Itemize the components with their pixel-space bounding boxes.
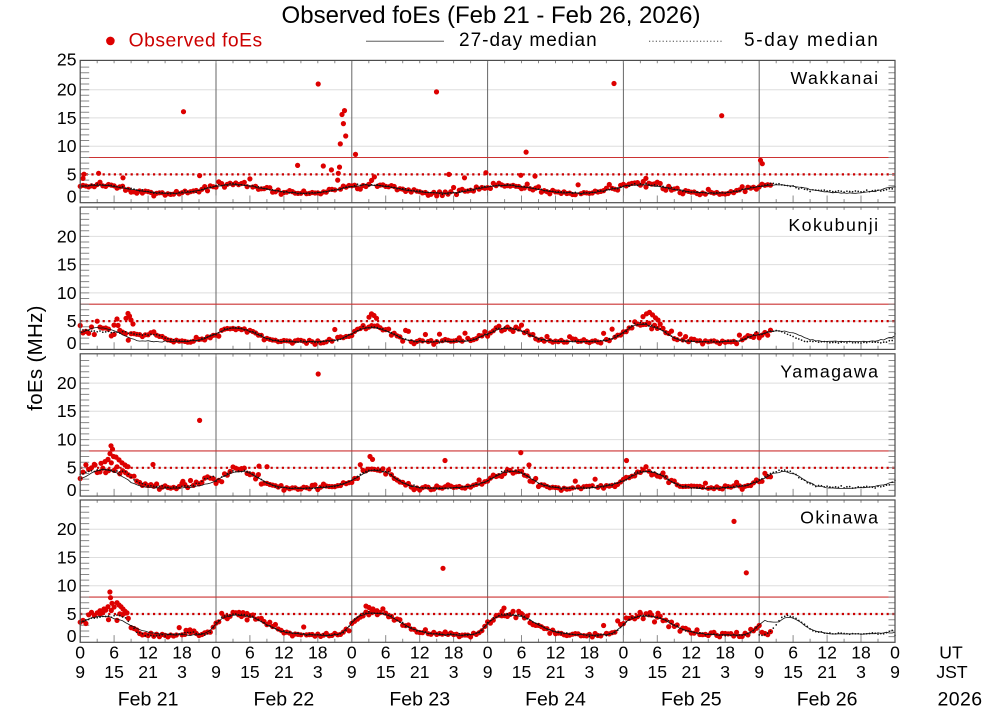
- svg-text:18: 18: [172, 642, 192, 662]
- svg-text:Kokubunji: Kokubunji: [788, 215, 879, 235]
- svg-text:Feb 24: Feb 24: [525, 689, 586, 711]
- svg-text:3: 3: [720, 662, 730, 682]
- svg-text:18: 18: [851, 642, 871, 662]
- svg-text:27-day median: 27-day median: [459, 30, 598, 51]
- svg-text:Okinawa: Okinawa: [800, 508, 879, 528]
- svg-text:Yamagawa: Yamagawa: [780, 362, 879, 382]
- svg-text:10: 10: [57, 136, 77, 156]
- svg-text:UT: UT: [939, 642, 963, 662]
- svg-text:JST: JST: [936, 662, 968, 682]
- svg-text:2026: 2026: [938, 689, 983, 711]
- svg-text:6: 6: [788, 642, 798, 662]
- svg-text:15: 15: [512, 662, 532, 682]
- svg-text:9: 9: [483, 662, 493, 682]
- svg-text:Feb 21: Feb 21: [118, 689, 179, 711]
- svg-text:21: 21: [274, 662, 294, 682]
- svg-text:10: 10: [57, 576, 77, 596]
- svg-text:21: 21: [138, 662, 158, 682]
- svg-text:Observed foEs (Feb 21 - Feb 26: Observed foEs (Feb 21 - Feb 26, 2026): [282, 2, 701, 29]
- svg-text:6: 6: [381, 642, 391, 662]
- svg-text:10: 10: [57, 283, 77, 303]
- svg-text:15: 15: [57, 547, 77, 567]
- svg-text:18: 18: [715, 642, 735, 662]
- svg-text:9: 9: [75, 662, 85, 682]
- svg-text:21: 21: [682, 662, 702, 682]
- svg-text:0: 0: [75, 642, 85, 662]
- svg-text:25: 25: [57, 50, 77, 70]
- svg-text:Feb 25: Feb 25: [661, 689, 722, 711]
- svg-text:6: 6: [245, 642, 255, 662]
- svg-text:Feb 23: Feb 23: [389, 689, 450, 711]
- svg-text:5: 5: [67, 164, 77, 184]
- svg-text:18: 18: [444, 642, 464, 662]
- svg-text:9: 9: [890, 662, 900, 682]
- svg-text:9: 9: [347, 662, 357, 682]
- svg-text:10: 10: [57, 430, 77, 450]
- svg-text:12: 12: [274, 642, 294, 662]
- svg-text:3: 3: [449, 662, 459, 682]
- svg-text:12: 12: [682, 642, 702, 662]
- svg-text:5: 5: [67, 458, 77, 478]
- svg-text:0: 0: [67, 186, 77, 206]
- svg-text:0: 0: [67, 333, 77, 353]
- svg-text:3: 3: [313, 662, 323, 682]
- svg-text:20: 20: [57, 226, 77, 246]
- svg-text:5: 5: [67, 311, 77, 331]
- svg-text:15: 15: [104, 662, 124, 682]
- svg-text:20: 20: [57, 519, 77, 539]
- svg-text:20: 20: [57, 373, 77, 393]
- svg-text:21: 21: [410, 662, 430, 682]
- svg-text:6: 6: [652, 642, 662, 662]
- svg-text:3: 3: [585, 662, 595, 682]
- svg-text:20: 20: [57, 80, 77, 100]
- svg-text:21: 21: [546, 662, 566, 682]
- svg-text:15: 15: [57, 255, 77, 275]
- svg-text:Wakkanai: Wakkanai: [790, 68, 879, 88]
- svg-text:9: 9: [619, 662, 629, 682]
- svg-text:Feb 22: Feb 22: [254, 689, 315, 711]
- svg-text:9: 9: [754, 662, 764, 682]
- svg-text:Observed foEs: Observed foEs: [129, 31, 263, 52]
- svg-text:12: 12: [817, 642, 837, 662]
- svg-text:0: 0: [754, 642, 764, 662]
- svg-text:Feb 26: Feb 26: [797, 689, 858, 711]
- svg-text:0: 0: [619, 642, 629, 662]
- svg-text:15: 15: [57, 108, 77, 128]
- svg-text:foEs (MHz): foEs (MHz): [24, 305, 47, 411]
- svg-text:18: 18: [308, 642, 328, 662]
- svg-text:21: 21: [817, 662, 837, 682]
- svg-text:18: 18: [580, 642, 600, 662]
- svg-text:15: 15: [648, 662, 668, 682]
- svg-text:6: 6: [517, 642, 527, 662]
- svg-text:12: 12: [546, 642, 566, 662]
- svg-text:5-day median: 5-day median: [744, 30, 880, 51]
- svg-text:12: 12: [410, 642, 430, 662]
- svg-text:6: 6: [109, 642, 119, 662]
- svg-text:0: 0: [67, 480, 77, 500]
- svg-text:5: 5: [67, 604, 77, 624]
- svg-text:3: 3: [177, 662, 187, 682]
- svg-text:3: 3: [856, 662, 866, 682]
- svg-text:0: 0: [890, 642, 900, 662]
- svg-text:0: 0: [67, 626, 77, 646]
- svg-text:15: 15: [240, 662, 260, 682]
- svg-text:12: 12: [138, 642, 158, 662]
- svg-text:15: 15: [783, 662, 803, 682]
- svg-text:15: 15: [376, 662, 396, 682]
- svg-text:0: 0: [483, 642, 493, 662]
- svg-text:0: 0: [347, 642, 357, 662]
- svg-text:0: 0: [211, 642, 221, 662]
- svg-text:9: 9: [211, 662, 221, 682]
- svg-text:15: 15: [57, 401, 77, 421]
